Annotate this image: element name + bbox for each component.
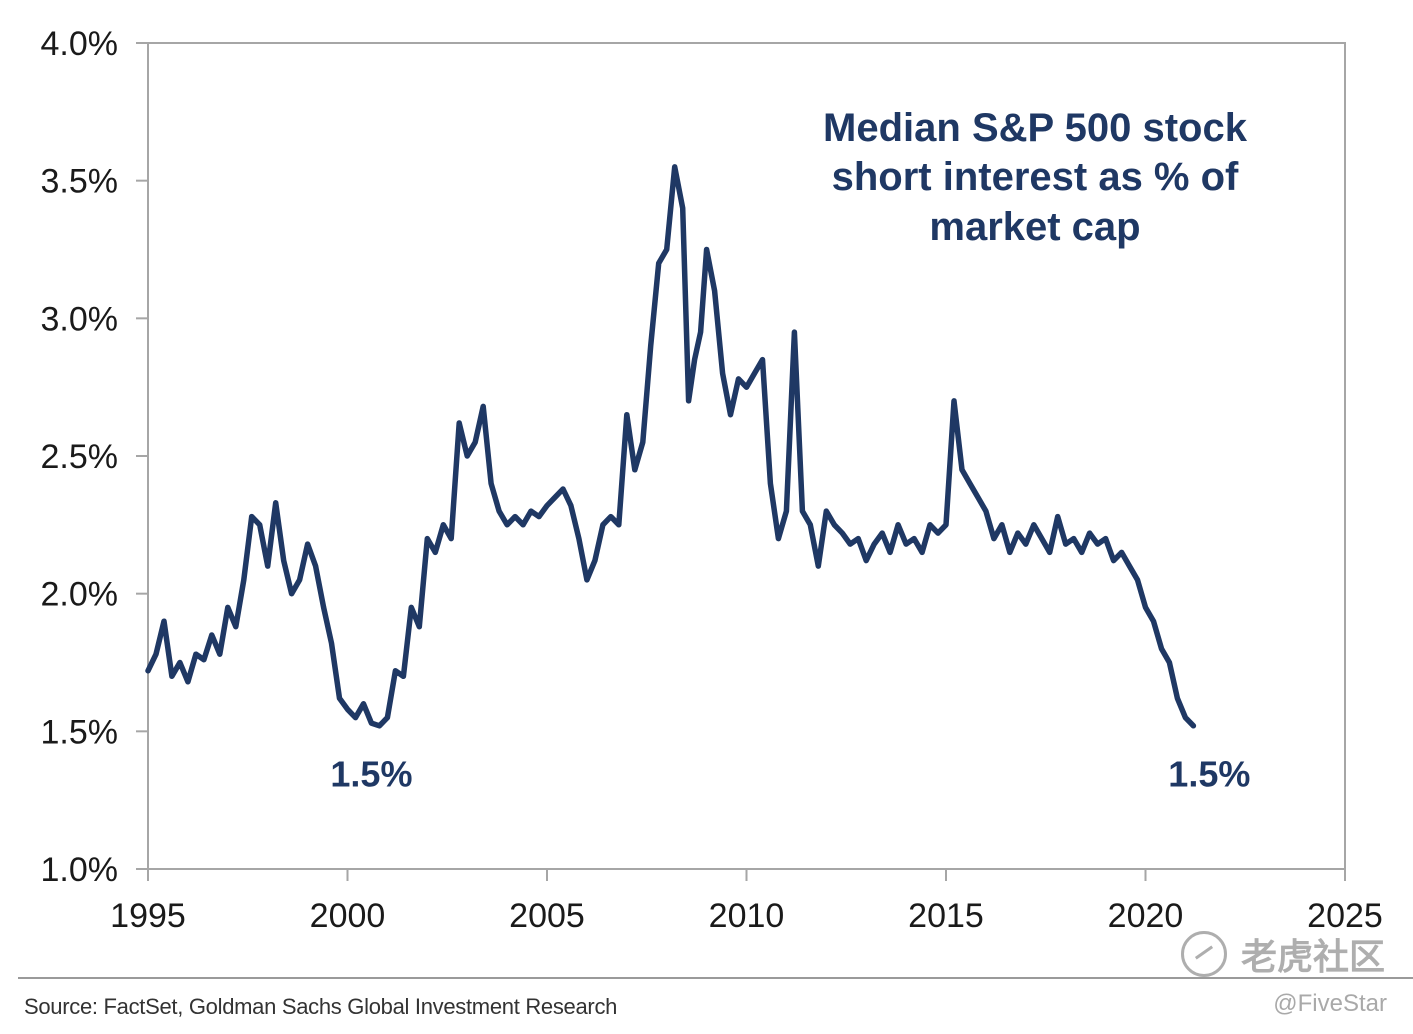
watermark: 老虎社区 <box>1180 928 1385 980</box>
annotation-label: 1.5% <box>330 753 412 794</box>
x-tick-label: 1995 <box>110 897 186 935</box>
tiger-logo-icon <box>1180 931 1227 977</box>
y-tick-label: 2.0% <box>41 576 119 614</box>
chart-title-line-3: market cap <box>929 205 1140 249</box>
chart-title-line-1: Median S&P 500 stock <box>823 106 1248 150</box>
y-tick-label: 2.5% <box>41 438 119 476</box>
y-tick-label: 1.0% <box>41 851 119 889</box>
x-tick-label: 2010 <box>709 897 785 935</box>
annotation-label: 1.5% <box>1168 753 1250 794</box>
x-tick-label: 2000 <box>310 897 386 935</box>
watermark-handle: @FiveStar <box>1273 990 1387 1017</box>
chart-title-line-2: short interest as % of <box>832 155 1239 199</box>
y-tick-label: 1.5% <box>41 713 119 751</box>
source-note: Source: FactSet, Goldman Sachs Global In… <box>24 994 618 1019</box>
x-tick-label: 2020 <box>1108 897 1184 935</box>
y-tick-label: 4.0% <box>41 25 119 63</box>
watermark-brand: 老虎社区 <box>1240 937 1385 978</box>
y-axis: 1.0% 1.5% 2.0% 2.5% 3.0% 3.5% 4.0% <box>41 25 148 889</box>
x-tick-label: 2015 <box>908 897 984 935</box>
x-tick-label: 2005 <box>509 897 585 935</box>
footer-divider <box>18 977 1413 979</box>
annotations: 1.5% 1.5% <box>330 753 1250 794</box>
y-tick-label: 3.0% <box>41 300 119 338</box>
chart-title: Median S&P 500 stock short interest as %… <box>823 106 1248 249</box>
x-axis: 1995 2000 2005 2010 2015 2020 2025 <box>110 869 1383 935</box>
series-line <box>145 164 1197 729</box>
y-tick-label: 3.5% <box>41 163 119 201</box>
x-tick-label: 2025 <box>1307 897 1383 935</box>
